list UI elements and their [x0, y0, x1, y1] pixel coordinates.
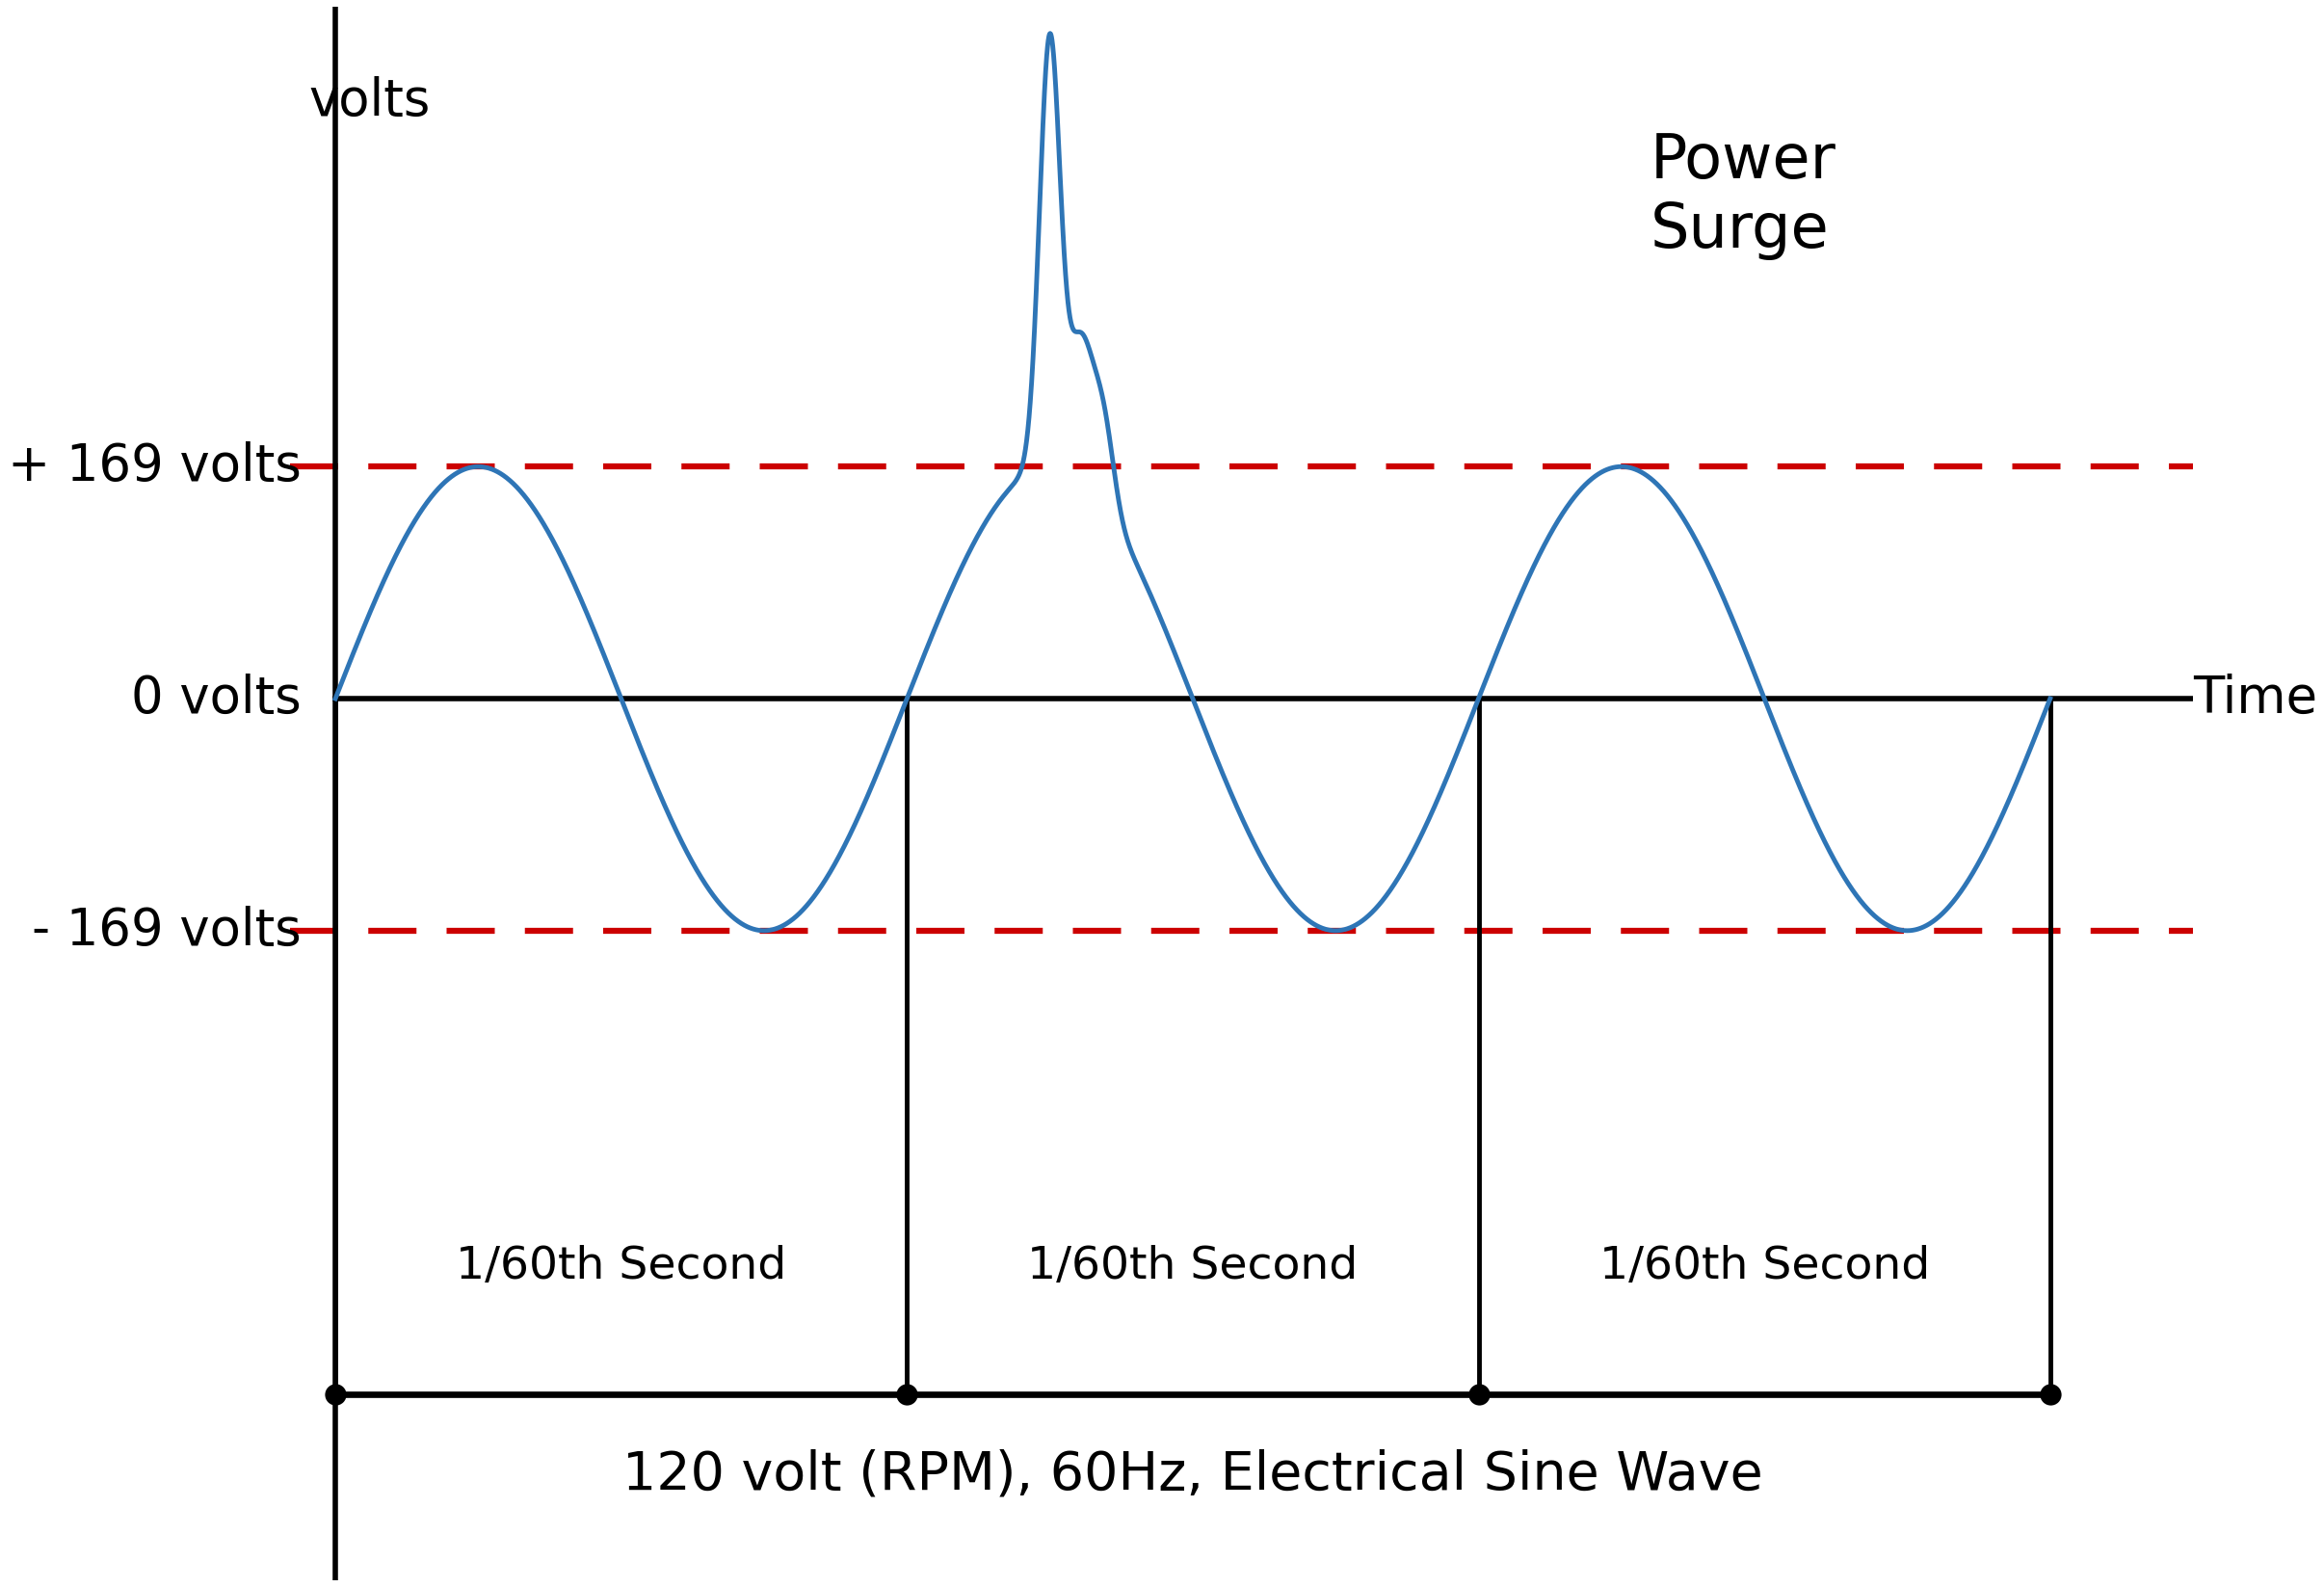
Text: Power
Surge: Power Surge: [1650, 132, 1836, 260]
Text: 1/60th Second: 1/60th Second: [456, 1246, 786, 1289]
Text: 1/60th Second: 1/60th Second: [1599, 1246, 1929, 1289]
Text: 1/60th Second: 1/60th Second: [1027, 1246, 1357, 1289]
Text: - 169 volts: - 169 volts: [33, 906, 302, 955]
Text: volts: volts: [309, 76, 430, 125]
Text: 120 volt (RPM), 60Hz, Electrical Sine Wave: 120 volt (RPM), 60Hz, Electrical Sine Wa…: [623, 1449, 1764, 1501]
Text: 0 volts: 0 volts: [130, 673, 302, 724]
Text: Time: Time: [2194, 673, 2317, 724]
Text: + 169 volts: + 169 volts: [7, 441, 302, 492]
